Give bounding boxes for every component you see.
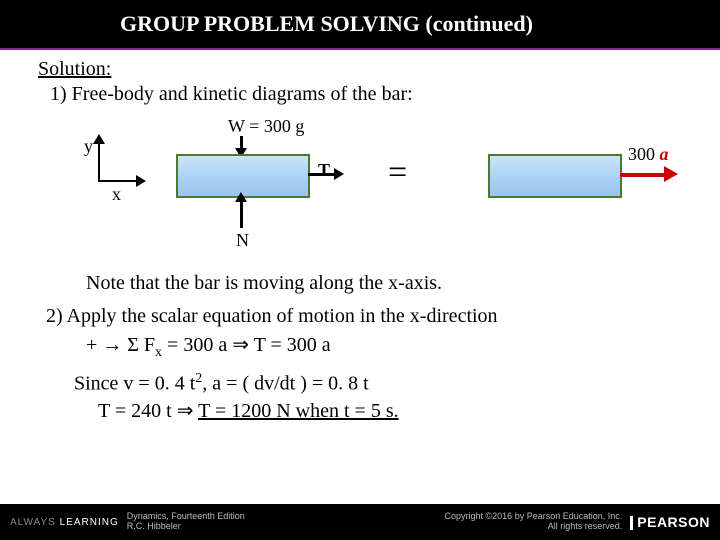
header-title: GROUP PROBLEM SOLVING (continued) bbox=[120, 11, 533, 37]
accel-prefix: 300 bbox=[628, 144, 660, 164]
diagram-area: y x W = 300 g T N = 300 a bbox=[58, 112, 682, 272]
accel-var: a bbox=[660, 144, 669, 164]
always-learning-logo: ALWAYS LEARNING bbox=[10, 517, 119, 528]
content-area: Solution: 1) Free-body and kinetic diagr… bbox=[0, 50, 720, 423]
y-axis-label: y bbox=[84, 136, 93, 157]
final-underline: T = 1200 N when t = 5 s. bbox=[198, 400, 399, 422]
accel-label: 300 a bbox=[628, 144, 669, 165]
eq-sum: Σ F bbox=[122, 334, 155, 356]
always-text: ALWAYS bbox=[10, 517, 60, 528]
eq-sub-x: x bbox=[155, 345, 162, 360]
equation-line-1: + → Σ Fx = 300 a ⇒ T = 300 a bbox=[86, 332, 682, 363]
pearson-logo: PEARSON bbox=[630, 514, 710, 530]
pearson-bar-icon bbox=[630, 516, 633, 530]
note-text: Note that the bar is moving along the x-… bbox=[86, 272, 682, 295]
final-left: T = 240 t ⇒ bbox=[98, 400, 198, 422]
accel-arrow-shaft bbox=[620, 173, 666, 177]
x-axis-line bbox=[98, 180, 138, 182]
pearson-text: PEARSON bbox=[637, 514, 710, 530]
kinetic-bar bbox=[488, 154, 622, 198]
copyright-line2: All rights reserved. bbox=[548, 521, 623, 531]
normal-arrow-head bbox=[235, 192, 247, 202]
footer-author: R.C. Hibbeler bbox=[127, 521, 181, 531]
footer-left: ALWAYS LEARNING Dynamics, Fourteenth Edi… bbox=[10, 512, 245, 532]
header-bar: GROUP PROBLEM SOLVING (continued) bbox=[0, 0, 720, 50]
since-rest: , a = ( dv/dt ) = 0. 8 t bbox=[202, 373, 368, 395]
tension-arrow-head bbox=[334, 168, 344, 180]
weight-label: W = 300 g bbox=[228, 116, 304, 137]
since-prefix: Since v = 0. 4 t bbox=[74, 373, 195, 395]
eq-rest: = 300 a ⇒ T = 300 a bbox=[162, 334, 331, 356]
tension-label: T bbox=[318, 160, 330, 181]
since-line: Since v = 0. 4 t2, a = ( dv/dt ) = 0. 8 … bbox=[74, 371, 682, 396]
x-axis-label: x bbox=[112, 184, 121, 205]
learning-text: LEARNING bbox=[60, 517, 119, 528]
equals-sign: = bbox=[388, 154, 407, 192]
eq-arrow: → bbox=[102, 334, 122, 356]
step2-text: 2) Apply the scalar equation of motion i… bbox=[46, 305, 682, 328]
copyright-block: Copyright ©2016 by Pearson Education, In… bbox=[445, 512, 623, 532]
normal-label: N bbox=[236, 230, 249, 251]
footer-book: Dynamics, Fourteenth Edition bbox=[127, 511, 245, 521]
normal-arrow-shaft bbox=[240, 198, 243, 228]
footer-bar: ALWAYS LEARNING Dynamics, Fourteenth Edi… bbox=[0, 504, 720, 540]
x-axis-arrowhead bbox=[136, 175, 146, 187]
footer-right: Copyright ©2016 by Pearson Education, In… bbox=[445, 512, 710, 532]
step1-text: 1) Free-body and kinetic diagrams of the… bbox=[50, 83, 682, 106]
y-axis-line bbox=[98, 140, 100, 180]
copyright-line1: Copyright ©2016 by Pearson Education, In… bbox=[445, 511, 623, 521]
accel-arrow-head bbox=[664, 166, 678, 182]
final-line: T = 240 t ⇒ T = 1200 N when t = 5 s. bbox=[98, 398, 682, 423]
eq-plus: + bbox=[86, 334, 102, 356]
footer-book-block: Dynamics, Fourteenth Edition R.C. Hibbel… bbox=[127, 512, 245, 532]
solution-label: Solution: bbox=[38, 58, 682, 81]
